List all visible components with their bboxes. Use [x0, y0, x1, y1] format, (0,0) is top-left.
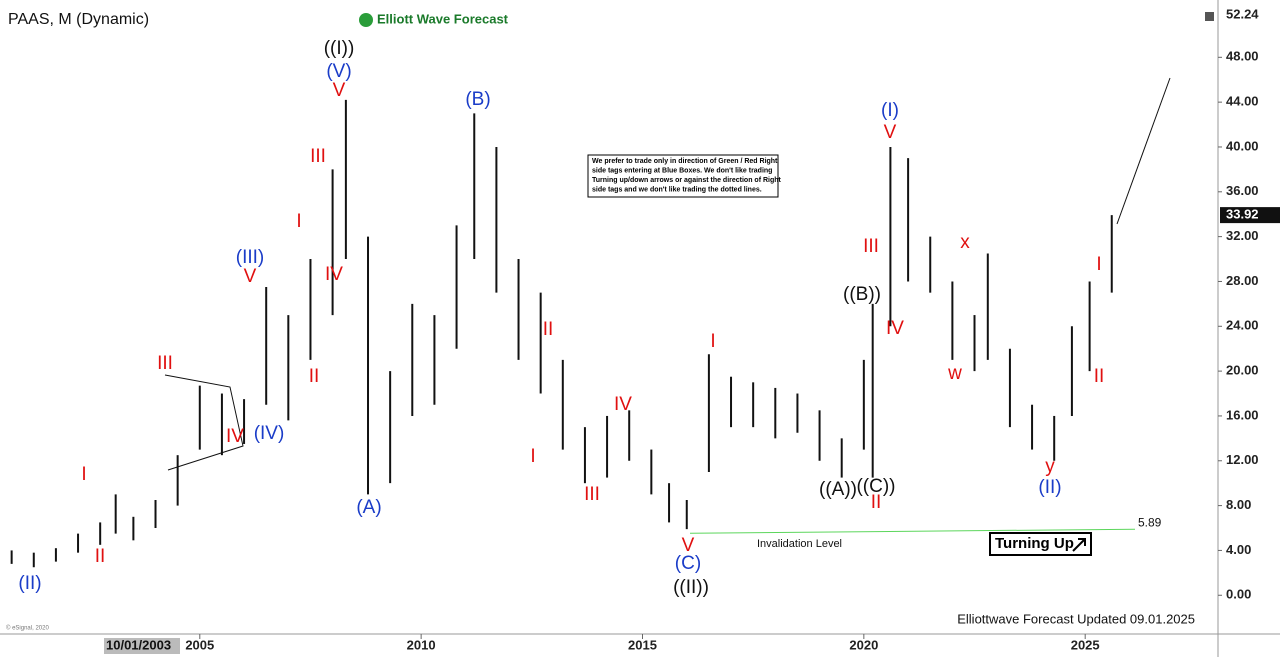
wave-label: ((A)): [819, 479, 857, 500]
wave-label: ((C)): [856, 476, 895, 497]
wave-label: (V): [326, 61, 351, 82]
wave-label: II: [95, 546, 106, 567]
icon: [1205, 12, 1214, 21]
wave-label: V: [884, 122, 897, 143]
x-tick-label: 2025: [1071, 637, 1100, 652]
wave-label: I: [1096, 254, 1101, 275]
x-tick-label: 2015: [628, 637, 657, 652]
note-line: side tags and we don't like trading the …: [592, 186, 762, 193]
note-line: Turning up/down arrows or against the di…: [592, 177, 782, 184]
wave-label: w: [947, 363, 962, 384]
wave-label: V: [682, 535, 695, 556]
footer: Elliottwave Forecast Updated 09.01.2025: [957, 611, 1195, 626]
y-tick-label: 36.00: [1226, 183, 1259, 198]
y-tick-label: 4.00: [1226, 542, 1251, 557]
cursor-date: 10/01/2003: [106, 637, 171, 652]
note-line: side tags entering at Blue Boxes. We don…: [592, 167, 772, 174]
wave-label: III: [157, 353, 173, 374]
y-tick-label: 0.00: [1226, 587, 1251, 602]
wave-label: (B): [465, 89, 490, 110]
wave-label: V: [244, 266, 257, 287]
wave-label: III: [584, 484, 600, 505]
last-price-box: [1220, 207, 1280, 224]
wave-label: (A): [356, 497, 381, 518]
cursor-box: [104, 638, 180, 654]
wave-label: (II): [1038, 477, 1061, 498]
wave-label: (III): [236, 247, 265, 268]
turning-arrow: [1072, 538, 1086, 552]
wave-label: III: [863, 236, 879, 257]
wave-label: IV: [614, 394, 632, 415]
top-price-box: [1220, 7, 1280, 23]
wave-label: I: [81, 464, 86, 485]
wave-label: (IV): [254, 423, 285, 444]
wave-label: II: [543, 319, 554, 340]
y-tick-label: 32.00: [1226, 228, 1259, 243]
brand-logo: [359, 13, 373, 27]
wave-label: (II): [18, 573, 41, 594]
brand: Elliott Wave Forecast: [377, 11, 509, 26]
x-tick-label: 2010: [407, 637, 436, 652]
y-tick-label: 44.00: [1226, 94, 1259, 109]
wave-label: II: [871, 492, 882, 513]
invalidation-value: 5.89: [1138, 515, 1162, 529]
invalidation-label: Invalidation Level: [757, 538, 842, 550]
y-tick-label: 48.00: [1226, 49, 1259, 64]
turning-label: Turning Up: [995, 535, 1074, 552]
y-tick-label: 28.00: [1226, 273, 1259, 288]
y-tick-label: 16.00: [1226, 407, 1259, 422]
wave-label: ((B)): [843, 284, 881, 305]
wave-label: IV: [886, 318, 904, 339]
y-tick-label: 8.00: [1226, 497, 1251, 512]
wave-label: II: [1094, 366, 1105, 387]
note-line: We prefer to trade only in direction of …: [592, 158, 778, 165]
wave-label: I: [530, 446, 535, 467]
copyright: © eSignal, 2020: [6, 625, 49, 632]
wave-label: I: [296, 211, 301, 232]
wave-label: II: [309, 366, 320, 387]
wave-label: (I): [881, 100, 899, 121]
invalidation-line: [689, 528, 1136, 534]
last-price: 33.92: [1226, 207, 1259, 222]
y-tick-label: 12.00: [1226, 452, 1259, 467]
note-box: [587, 154, 779, 198]
projection-line: [1116, 77, 1171, 225]
triangle: [164, 374, 244, 471]
wave-label: V: [333, 80, 346, 101]
wave-label: III: [310, 146, 326, 167]
wave-label: IV: [325, 264, 343, 285]
y-tick-label: 20.00: [1226, 363, 1259, 378]
y-tick-label: 40.00: [1226, 138, 1259, 153]
chart-title: PAAS, M (Dynamic): [8, 11, 149, 28]
x-tick-label: 2005: [185, 637, 214, 652]
wave-label: ((II)): [673, 577, 709, 598]
wave-label: x: [960, 232, 970, 253]
wave-label: y: [1045, 456, 1055, 477]
top-price: 52.24: [1226, 6, 1259, 21]
turning-box: [989, 532, 1092, 556]
y-tick-label: 24.00: [1226, 318, 1259, 333]
wave-label: (C): [675, 553, 701, 574]
wave-label: IV: [226, 426, 244, 447]
wave-label: ((I)): [324, 38, 355, 59]
wave-label: I: [710, 331, 715, 352]
x-tick-label: 2020: [849, 637, 878, 652]
